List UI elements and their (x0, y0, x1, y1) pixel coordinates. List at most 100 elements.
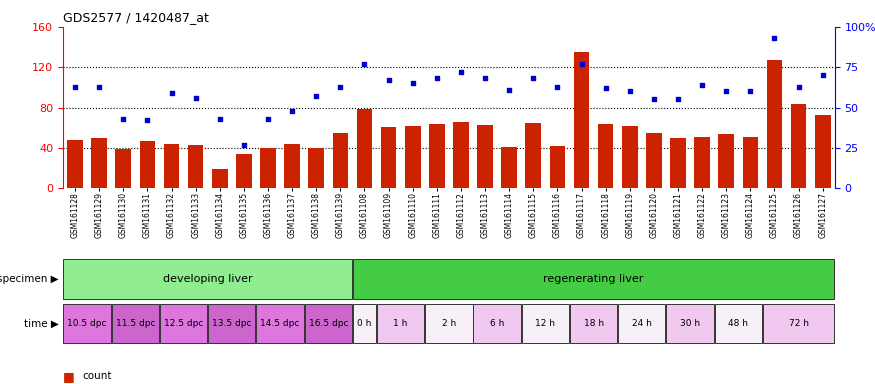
Point (792, 83, 806, 89)
Bar (550, 146, 565, 188)
Bar (718, 134, 734, 188)
Bar (353, 260, 834, 299)
Bar (91, 138, 107, 188)
Text: 10.5 dpc: 10.5 dpc (67, 319, 107, 328)
Bar (284, 144, 300, 188)
Point (478, 75, 492, 81)
Point (430, 75, 444, 81)
Point (189, 95, 203, 101)
Bar (64, 304, 111, 343)
Point (116, 116, 130, 122)
Bar (522, 304, 569, 343)
Bar (574, 52, 590, 188)
Bar (381, 127, 396, 188)
Text: time ▶: time ▶ (24, 318, 59, 329)
Bar (357, 109, 372, 188)
Point (719, 88, 733, 94)
Text: 48 h: 48 h (728, 319, 748, 328)
Bar (429, 124, 444, 188)
Point (767, 35, 781, 41)
Bar (763, 304, 834, 343)
Text: 30 h: 30 h (680, 319, 700, 328)
Point (358, 61, 372, 67)
Point (237, 142, 251, 148)
Text: 11.5 dpc: 11.5 dpc (116, 319, 155, 328)
Point (164, 90, 178, 96)
Bar (405, 126, 421, 188)
Bar (618, 304, 666, 343)
Text: 12.5 dpc: 12.5 dpc (164, 319, 203, 328)
Bar (473, 304, 521, 343)
Text: 18 h: 18 h (584, 319, 604, 328)
Point (671, 96, 685, 103)
Bar (815, 114, 830, 188)
Bar (598, 124, 613, 188)
Bar (646, 133, 662, 188)
Bar (791, 104, 807, 188)
Text: 14.5 dpc: 14.5 dpc (261, 319, 300, 328)
Bar (622, 126, 638, 188)
Point (285, 108, 299, 114)
Bar (140, 141, 155, 188)
Text: ■: ■ (63, 370, 74, 383)
Text: developing liver: developing liver (163, 274, 253, 285)
Text: 2 h: 2 h (442, 319, 456, 328)
Bar (453, 122, 469, 188)
Bar (425, 304, 473, 343)
Point (309, 93, 323, 99)
Bar (208, 304, 256, 343)
Point (575, 61, 589, 67)
Text: GDS2577 / 1420487_at: GDS2577 / 1420487_at (63, 11, 209, 24)
Point (695, 82, 709, 88)
Text: count: count (82, 371, 112, 381)
Bar (377, 304, 424, 343)
Text: 16.5 dpc: 16.5 dpc (309, 319, 348, 328)
Bar (501, 147, 517, 188)
Bar (256, 304, 304, 343)
Point (598, 85, 612, 91)
Bar (526, 122, 541, 188)
Text: regenerating liver: regenerating liver (543, 274, 644, 285)
Bar (766, 60, 782, 188)
Text: 24 h: 24 h (632, 319, 652, 328)
Text: 12 h: 12 h (536, 319, 556, 328)
Bar (304, 304, 352, 343)
Bar (160, 304, 207, 343)
Point (68, 83, 82, 89)
Bar (236, 154, 252, 188)
Point (92, 83, 106, 89)
Point (647, 96, 661, 103)
Text: 6 h: 6 h (490, 319, 504, 328)
Bar (332, 133, 348, 188)
Point (140, 118, 154, 124)
Bar (112, 304, 159, 343)
Point (454, 69, 468, 75)
Point (213, 116, 227, 122)
Point (502, 87, 516, 93)
Bar (353, 304, 376, 343)
Bar (64, 260, 352, 299)
Text: 72 h: 72 h (788, 319, 808, 328)
Bar (67, 140, 83, 188)
Point (623, 88, 637, 94)
Point (550, 83, 564, 89)
Bar (260, 148, 276, 188)
Bar (667, 304, 714, 343)
Bar (164, 144, 179, 188)
Bar (308, 148, 324, 188)
Bar (570, 304, 617, 343)
Point (526, 75, 540, 81)
Point (744, 88, 758, 94)
Bar (477, 125, 493, 188)
Point (382, 77, 396, 83)
Bar (694, 137, 710, 188)
Point (406, 80, 420, 86)
Text: specimen ▶: specimen ▶ (0, 274, 59, 285)
Bar (670, 138, 686, 188)
Point (816, 72, 829, 78)
Text: 13.5 dpc: 13.5 dpc (212, 319, 252, 328)
Bar (743, 137, 758, 188)
Bar (116, 149, 131, 188)
Text: 0 h: 0 h (357, 319, 372, 328)
Bar (188, 145, 204, 188)
